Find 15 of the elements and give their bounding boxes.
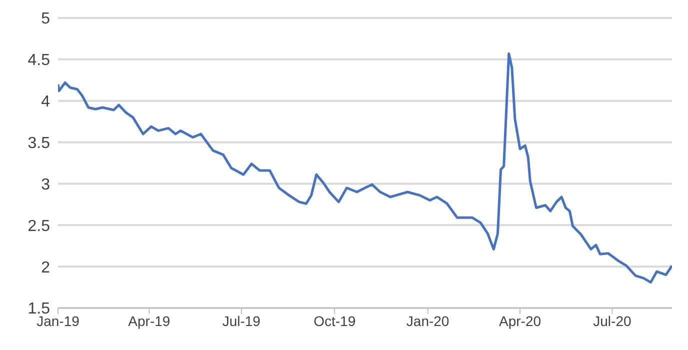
x-tick-label: Jan-19 (36, 312, 80, 329)
y-tick-label: 4.5 (28, 52, 50, 70)
x-tick-label: Apr-20 (499, 312, 542, 329)
x-tick-label: Jan-20 (406, 312, 450, 329)
y-tick-label: 2.5 (28, 218, 50, 235)
x-tick-label: Jul-20 (593, 312, 632, 329)
x-tick-label: Oct-19 (314, 312, 356, 329)
x-tick-label: Apr-19 (128, 312, 170, 329)
y-tick-label: 3.5 (28, 134, 50, 152)
y-tick-label: 4 (41, 94, 50, 111)
y-tick-label: 3 (41, 176, 50, 194)
y-tick-label: 2 (41, 259, 50, 276)
line-series (58, 52, 672, 284)
y-tick-label: 5 (41, 10, 50, 28)
x-tick-label: Jul-19 (222, 312, 261, 329)
